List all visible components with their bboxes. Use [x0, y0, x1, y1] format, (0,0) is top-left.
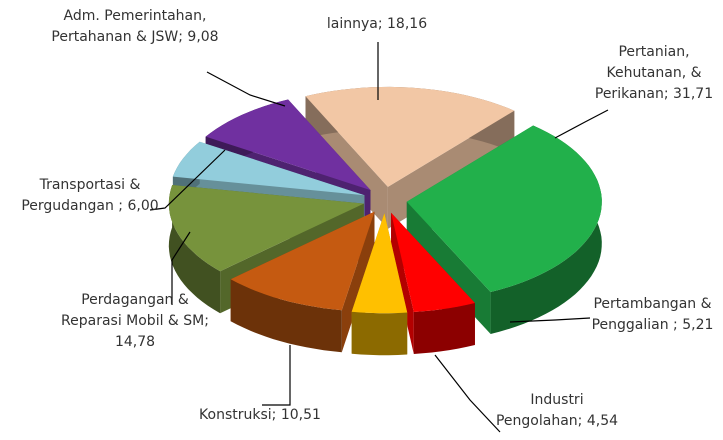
- slice-side: [230, 279, 342, 353]
- category-name: Industri Pengolahan;: [495, 392, 584, 429]
- category-name: Konstruksi;: [199, 407, 277, 423]
- slice-label: Pertanian, Kehutanan, & Perikanan; 31,71: [585, 42, 723, 105]
- slice-tops: [168, 86, 602, 314]
- value-label: 14,78: [114, 334, 156, 350]
- slice: [305, 86, 515, 187]
- value-label: 9,08: [187, 29, 219, 45]
- slice: [205, 99, 371, 191]
- value-label: 6,00: [127, 198, 159, 214]
- slice: [406, 125, 602, 292]
- slice-side: [351, 311, 408, 356]
- slice-label: lainnya; 18,16: [262, 14, 492, 35]
- category-name: Pertambangan & Penggalian ;: [591, 296, 712, 333]
- value-label: 5,21: [682, 317, 714, 333]
- leader-line: [434, 354, 501, 433]
- category-name: Perdagangan & Reparasi Mobil & SM;: [61, 292, 209, 329]
- leader-line: [171, 231, 191, 305]
- value-label: 4,54: [586, 413, 619, 429]
- leader-line: [149, 149, 226, 211]
- category-name: Pertanian, Kehutanan, & Perikanan;: [594, 44, 702, 102]
- slice: [168, 185, 364, 272]
- value-label: 18,16: [387, 16, 428, 32]
- slice: [230, 211, 375, 311]
- slice: [391, 212, 475, 312]
- leader-line: [509, 317, 591, 323]
- slice-label: Perdagangan & Reparasi Mobil & SM; 14,78: [55, 290, 215, 353]
- slice-label: Pertambangan & Penggalian ; 5,21: [582, 294, 723, 336]
- slice-label: Transportasi & Pergudangan ; 6,00: [5, 175, 175, 217]
- slice-side: [168, 185, 221, 314]
- slice: [351, 213, 408, 314]
- leader-line: [206, 71, 286, 107]
- category-name: Adm. Pemerintahan, Pertahanan & JSW;: [51, 8, 207, 45]
- category-name: lainnya;: [326, 16, 383, 32]
- slice-label: Adm. Pemerintahan, Pertahanan & JSW; 9,0…: [40, 6, 230, 48]
- leader-line: [262, 345, 291, 406]
- leader-lines: [149, 42, 609, 433]
- value-label: 31,71: [673, 86, 714, 102]
- leader-line: [554, 109, 609, 139]
- slice-label: Industri Pengolahan; 4,54: [492, 390, 622, 432]
- slice-side: [413, 303, 475, 354]
- slice-wall: [391, 212, 414, 354]
- value-label: 10,51: [280, 407, 321, 423]
- category-name: Transportasi & Pergudangan ;: [21, 177, 141, 214]
- slice: [172, 141, 365, 196]
- slice-label: Konstruksi; 10,51: [170, 405, 350, 426]
